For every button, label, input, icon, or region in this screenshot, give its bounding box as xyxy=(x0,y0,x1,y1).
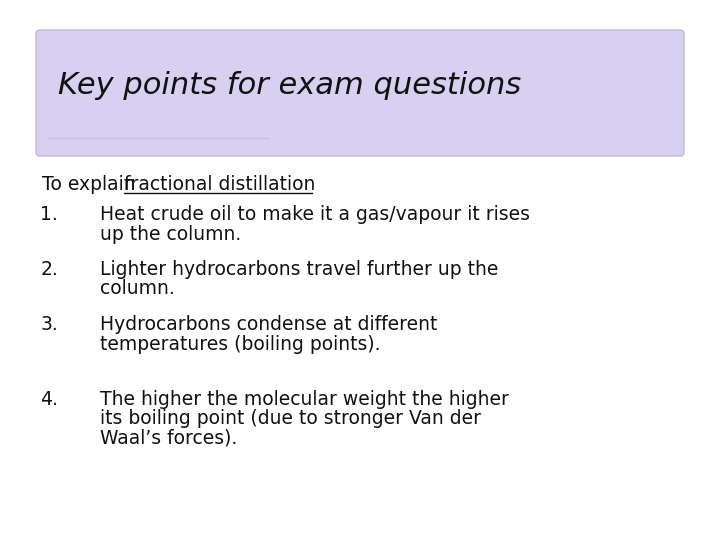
Text: temperatures (boiling points).: temperatures (boiling points). xyxy=(100,334,380,354)
Text: column.: column. xyxy=(100,280,175,299)
Text: Heat crude oil to make it a gas/vapour it rises: Heat crude oil to make it a gas/vapour i… xyxy=(100,205,530,224)
Text: Lighter hydrocarbons travel further up the: Lighter hydrocarbons travel further up t… xyxy=(100,260,498,279)
Text: its boiling point (due to stronger Van der: its boiling point (due to stronger Van d… xyxy=(100,409,481,429)
Text: up the column.: up the column. xyxy=(100,225,241,244)
Text: 3.: 3. xyxy=(40,315,58,334)
Text: Key points for exam questions: Key points for exam questions xyxy=(58,71,521,99)
Text: Hydrocarbons condense at different: Hydrocarbons condense at different xyxy=(100,315,437,334)
Text: The higher the molecular weight the higher: The higher the molecular weight the high… xyxy=(100,390,509,409)
Text: Waal’s forces).: Waal’s forces). xyxy=(100,429,238,448)
Text: 2.: 2. xyxy=(40,260,58,279)
FancyBboxPatch shape xyxy=(36,30,684,156)
Text: fractional distillation: fractional distillation xyxy=(124,175,315,194)
Text: 1.: 1. xyxy=(40,205,58,224)
Text: To explain: To explain xyxy=(42,175,142,194)
Text: 4.: 4. xyxy=(40,390,58,409)
